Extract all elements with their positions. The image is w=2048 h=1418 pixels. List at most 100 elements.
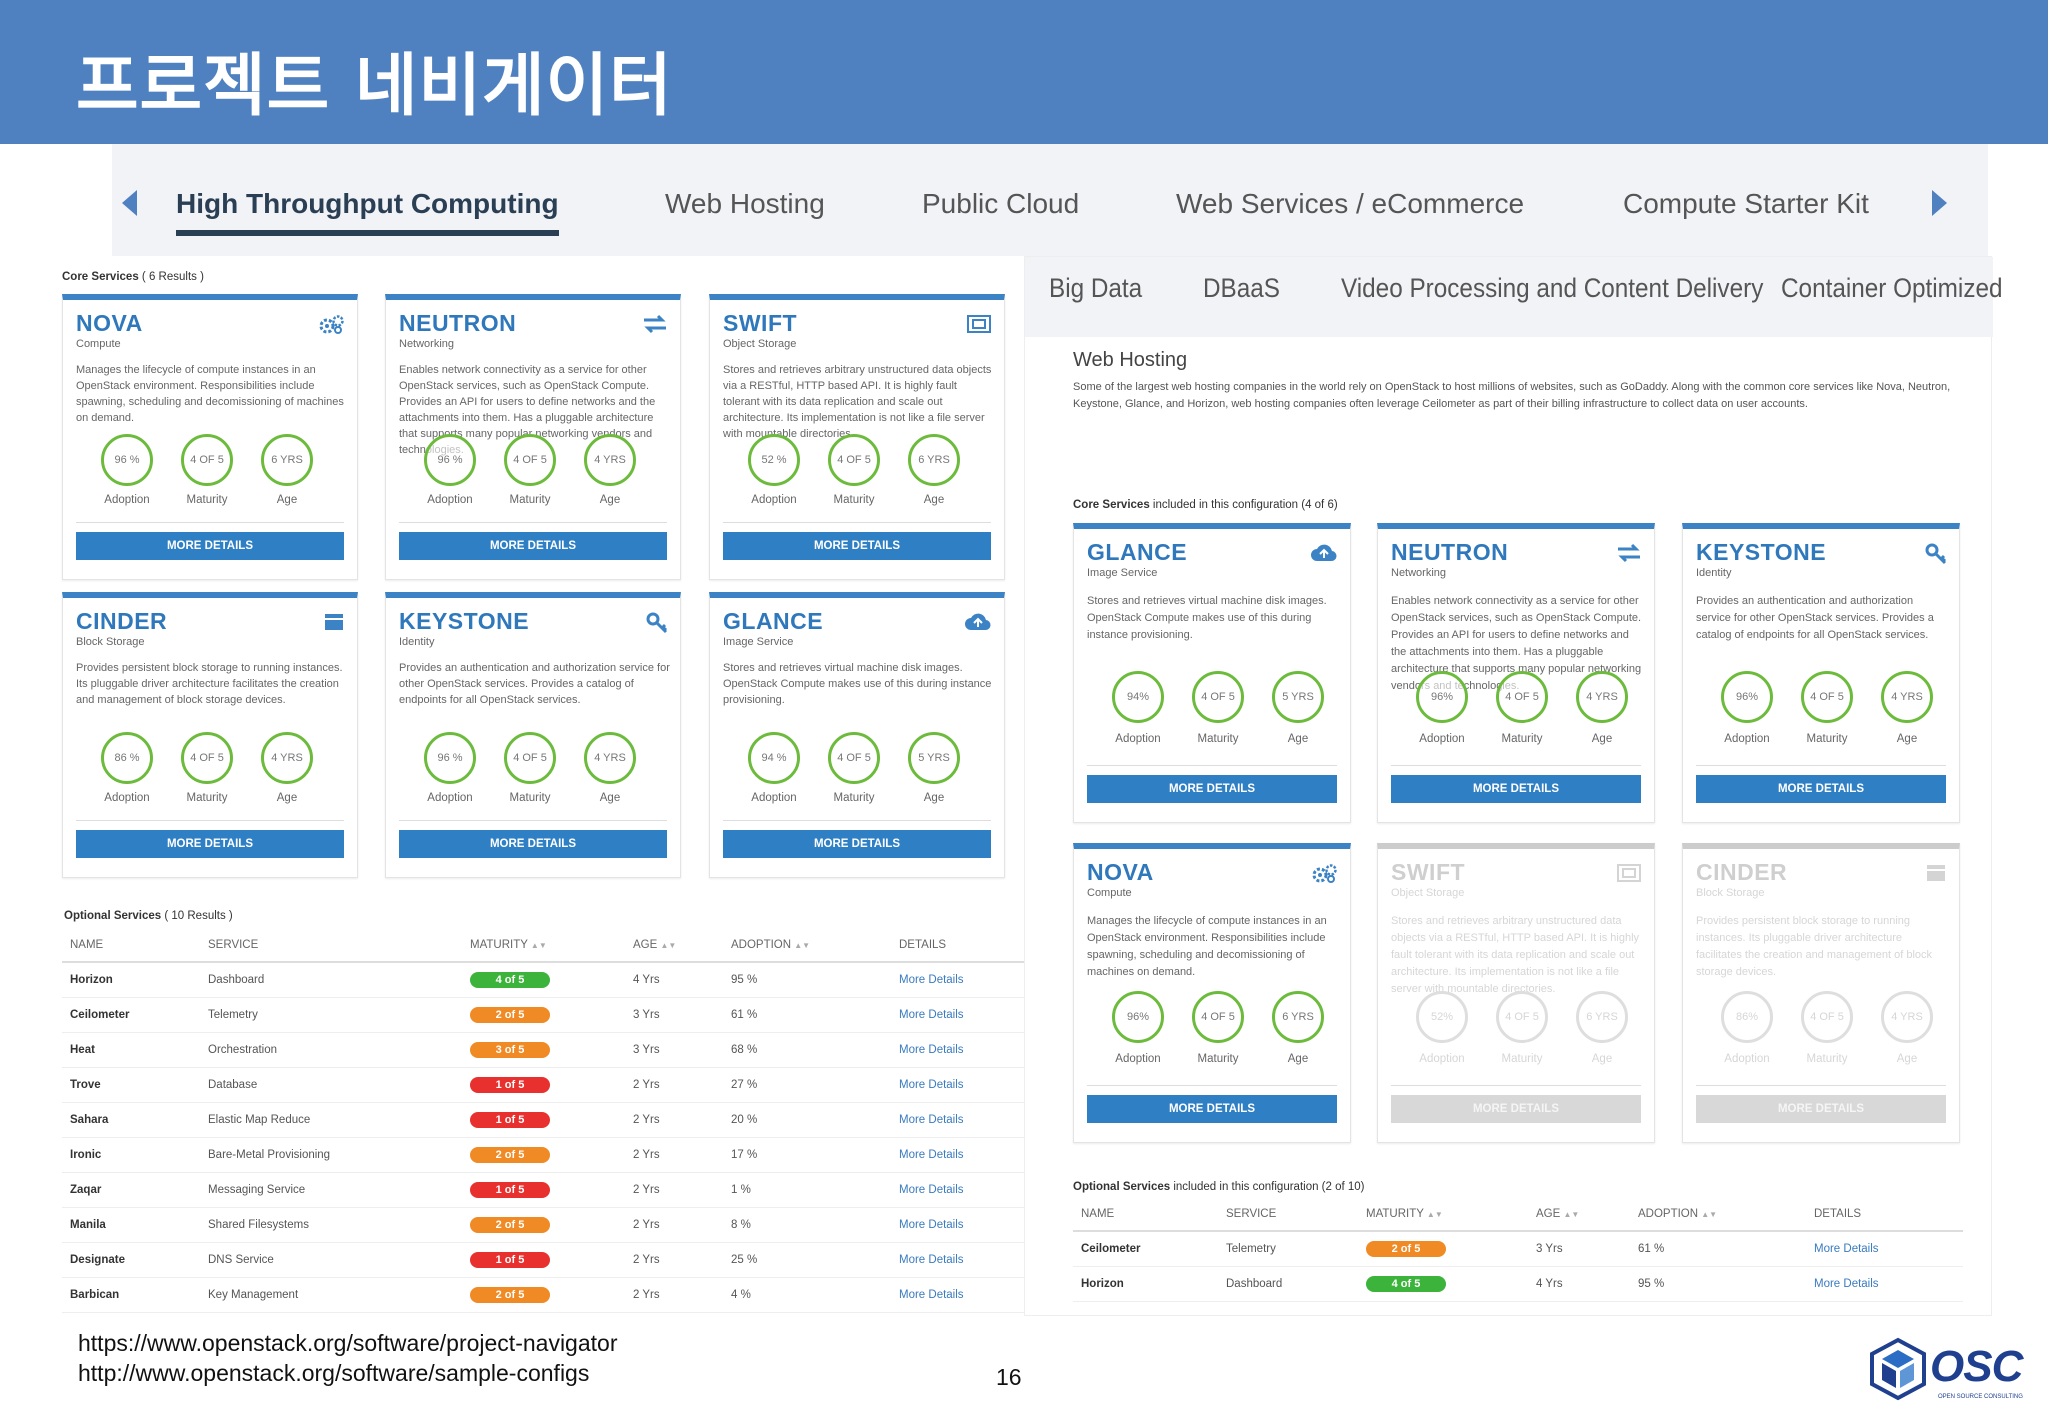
more-details-link[interactable]: More Details <box>891 1277 1046 1313</box>
tab-dbaas[interactable]: DBaaS <box>1203 273 1281 303</box>
more-details-link[interactable]: More Details <box>1806 1266 1963 1302</box>
more-details-button[interactable]: MORE DETAILS <box>1696 1095 1946 1123</box>
more-details-link[interactable]: More Details <box>891 962 1046 998</box>
column-header: DETAILS <box>1806 1197 1963 1232</box>
tab-high-throughput-computing[interactable]: High Throughput Computing <box>176 188 559 236</box>
card-divider <box>1696 765 1946 766</box>
sort-icon[interactable]: ▲▼ <box>1701 1209 1718 1219</box>
more-details-button[interactable]: MORE DETAILS <box>399 532 667 560</box>
service-type: Key Management <box>200 1277 462 1313</box>
maturity-cell: 2 of 5 <box>1358 1231 1528 1267</box>
cloud-upload-icon <box>964 612 992 636</box>
age-ring: 6 YRS <box>908 434 960 486</box>
age-cell: 2 Yrs <box>625 1067 723 1103</box>
service-type: Elastic Map Reduce <box>200 1102 462 1138</box>
table-row: Ceilometer Telemetry 2 of 5 3 Yrs 61 % More D… <box>1073 1231 1963 1267</box>
maturity-cell: 4 of 5 <box>1358 1266 1528 1302</box>
tab-web-services-ecommerce[interactable]: Web Services / eCommerce <box>1176 188 1525 219</box>
age-cell: 2 Yrs <box>625 1172 723 1208</box>
sort-icon[interactable]: ▲▼ <box>794 940 811 950</box>
age-label: Age <box>1591 733 1613 745</box>
tab-container-optimized[interactable]: Container Optimized <box>1781 273 2003 303</box>
service-card-swift: SWIFT Object Storage Stores and retrieves … <box>709 294 1005 580</box>
osc-logo: OSC OPEN SOURCE CONSULTING <box>1868 1336 2038 1412</box>
footer-url-sample-configs[interactable]: http://www.openstack.org/software/sample… <box>78 1360 590 1386</box>
more-details-button[interactable]: MORE DETAILS <box>1391 775 1641 803</box>
exchange-arrows-icon <box>1616 543 1642 567</box>
column-header[interactable]: MATURITY ▲▼ <box>1358 1197 1528 1232</box>
key-icon <box>1925 543 1947 569</box>
more-details-button[interactable]: MORE DETAILS <box>1391 1095 1641 1123</box>
card-description: Stores and retrieves arbitrary unstructu… <box>723 364 992 440</box>
tab-web-hosting[interactable]: Web Hosting <box>665 188 825 219</box>
service-name: Manila <box>62 1207 200 1243</box>
table-row: Zaqar Messaging Service 1 of 5 2 Yrs 1 % More… <box>62 1172 1046 1208</box>
column-header[interactable]: MATURITY ▲▼ <box>462 928 625 963</box>
card-description: Provides persistent block storage to run… <box>1696 915 1933 978</box>
table-row: Trove Database 1 of 5 2 Yrs 27 % More Details <box>62 1067 1046 1103</box>
more-details-link[interactable]: More Details <box>891 1207 1046 1243</box>
table-header-row: NAME SERVICE MATURITY ▲▼ AGE ▲▼ ADOPTION ▲▼ D… <box>62 928 1046 963</box>
sort-icon[interactable]: ▲▼ <box>660 940 677 950</box>
column-header[interactable]: ADOPTION ▲▼ <box>1630 1197 1806 1232</box>
maturity-cell: 1 of 5 <box>462 1102 625 1138</box>
more-details-button[interactable]: MORE DETAILS <box>1087 1095 1337 1123</box>
adoption-cell: 61 % <box>723 997 891 1033</box>
service-card-neutron: NEUTRON Networking Enables network connect… <box>1377 523 1655 823</box>
service-type: Orchestration <box>200 1032 462 1068</box>
more-details-button[interactable]: MORE DETAILS <box>1087 775 1337 803</box>
more-details-button[interactable]: MORE DETAILS <box>76 830 344 858</box>
more-details-link[interactable]: More Details <box>891 997 1046 1033</box>
maturity-badge: 4 of 5 <box>470 971 550 988</box>
adoption-ring: 86% <box>1721 991 1773 1043</box>
adoption-ring: 96 % <box>101 434 153 486</box>
more-details-link[interactable]: More Details <box>1806 1231 1963 1267</box>
sort-icon[interactable]: ▲▼ <box>1426 1209 1443 1219</box>
service-name: Ceilometer <box>1073 1231 1218 1267</box>
maturity-label: Maturity <box>833 792 875 804</box>
sort-icon[interactable]: ▲▼ <box>530 940 547 950</box>
more-details-link[interactable]: More Details <box>891 1172 1046 1208</box>
more-details-link[interactable]: More Details <box>891 1032 1046 1068</box>
card-type: Image Service <box>1087 567 1158 579</box>
column-header[interactable]: AGE ▲▼ <box>1528 1197 1630 1232</box>
sort-icon[interactable]: ▲▼ <box>1563 1209 1580 1219</box>
more-details-button[interactable]: MORE DETAILS <box>399 830 667 858</box>
more-details-button[interactable]: MORE DETAILS <box>723 830 991 858</box>
tab-public-cloud[interactable]: Public Cloud <box>922 188 1080 219</box>
adoption-cell: 95 % <box>723 962 891 998</box>
tab-big-data[interactable]: Big Data <box>1049 273 1143 303</box>
adoption-label: Adoption <box>1115 1053 1161 1065</box>
footer-url-navigator[interactable]: https://www.openstack.org/software/proje… <box>78 1330 618 1356</box>
key-icon <box>646 612 668 638</box>
more-details-button[interactable]: MORE DETAILS <box>1696 775 1946 803</box>
tabs-prev-arrow-icon[interactable] <box>122 190 137 216</box>
service-name: Trove <box>62 1067 200 1103</box>
tab-video-processing[interactable]: Video Processing and Content Delivery <box>1341 273 1764 303</box>
maturity-label: Maturity <box>509 494 551 506</box>
tab-compute-starter-kit[interactable]: Compute Starter Kit <box>1623 188 1869 219</box>
card-title: KEYSTONE <box>1696 539 1827 565</box>
age-ring: 5 YRS <box>1272 671 1324 723</box>
column-header[interactable]: AGE ▲▼ <box>625 928 723 963</box>
more-details-link[interactable]: More Details <box>891 1242 1046 1278</box>
card-type: Image Service <box>723 636 794 648</box>
maturity-badge: 1 of 5 <box>470 1251 550 1268</box>
column-header[interactable]: ADOPTION ▲▼ <box>723 928 891 963</box>
service-card-nova: NOVA Compute Manages the lifecycle of comp… <box>1073 843 1351 1143</box>
more-details-link[interactable]: More Details <box>891 1102 1046 1138</box>
more-details-button[interactable]: MORE DETAILS <box>723 532 991 560</box>
adoption-ring: 52% <box>1416 991 1468 1043</box>
cloud-upload-icon <box>1310 543 1338 567</box>
config-heading: Web Hosting <box>1073 349 1188 371</box>
maturity-badge: 1 of 5 <box>470 1076 550 1093</box>
age-ring: 4 YRS <box>1881 671 1933 723</box>
block-storage-icon <box>1925 863 1947 887</box>
more-details-button[interactable]: MORE DETAILS <box>76 532 344 560</box>
adoption-ring: 86 % <box>101 732 153 784</box>
more-details-link[interactable]: More Details <box>891 1067 1046 1103</box>
more-details-link[interactable]: More Details <box>891 1137 1046 1173</box>
tabs-next-arrow-icon[interactable] <box>1932 190 1947 216</box>
age-cell: 2 Yrs <box>625 1242 723 1278</box>
adoption-cell: 68 % <box>723 1032 891 1068</box>
